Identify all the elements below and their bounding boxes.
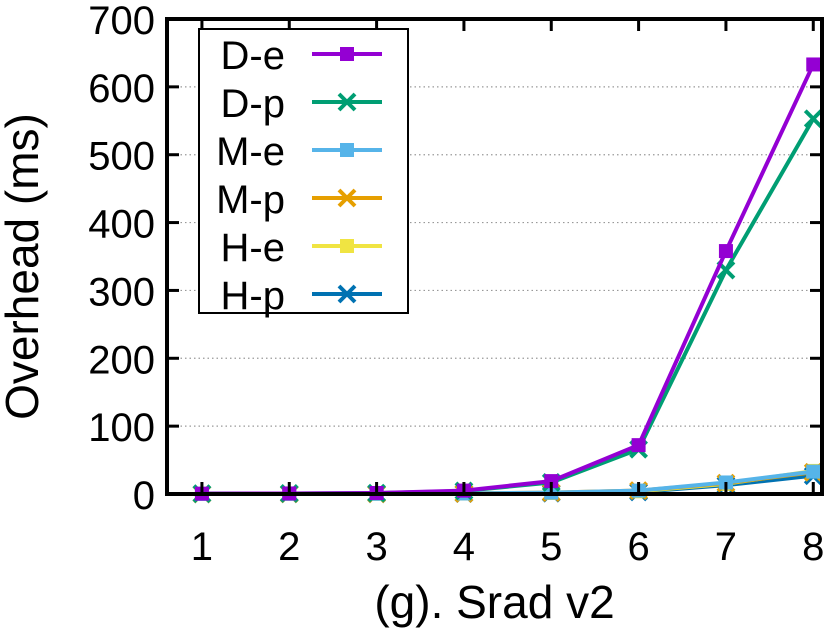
legend-swatch-marker bbox=[340, 143, 354, 157]
legend-item-m-e: M-e bbox=[216, 130, 382, 174]
x-tick-label: 1 bbox=[191, 525, 213, 569]
legend-item-h-p: H-p bbox=[221, 274, 382, 318]
x-tick-label: 6 bbox=[627, 525, 649, 569]
legend-item-d-e: D-e bbox=[221, 34, 382, 78]
legend-label: M-e bbox=[216, 130, 285, 174]
y-tick-label: 0 bbox=[133, 474, 155, 518]
x-axis-label: (g). Srad v2 bbox=[374, 576, 614, 628]
y-axis-label: Overhead (ms) bbox=[0, 113, 48, 420]
data-point bbox=[806, 57, 821, 72]
x-tick-label: 7 bbox=[715, 525, 737, 569]
legend-swatch-marker bbox=[337, 284, 357, 304]
plot-frame bbox=[165, 17, 824, 496]
legend-swatch-marker bbox=[340, 47, 354, 61]
legend-item-d-p: D-p bbox=[221, 82, 382, 126]
data-point bbox=[803, 109, 823, 129]
legend-label: H-p bbox=[221, 274, 285, 318]
x-tick-label: 3 bbox=[365, 525, 387, 569]
y-tick-label: 200 bbox=[88, 338, 155, 382]
legend-item-m-p: M-p bbox=[216, 178, 382, 222]
y-tick-label: 100 bbox=[88, 406, 155, 450]
axis-ticks: 0 100 200 300 400 500 600 700 1 2 3 4 5 6 7 8 bbox=[88, 0, 824, 569]
legend-swatch-marker bbox=[337, 92, 357, 112]
legend-label: H-e bbox=[221, 226, 285, 270]
legend-box bbox=[198, 28, 409, 314]
legend-label: D-e bbox=[221, 34, 285, 78]
legend-swatch-marker bbox=[337, 188, 357, 208]
y-tick-label: 500 bbox=[88, 135, 155, 179]
data-point bbox=[631, 438, 646, 453]
legend-item-h-e: H-e bbox=[221, 226, 382, 270]
x-tick-label: 8 bbox=[802, 525, 824, 569]
y-tick-label: 700 bbox=[88, 0, 155, 43]
x-tick-label: 2 bbox=[278, 525, 300, 569]
legend-label: M-p bbox=[216, 178, 285, 222]
y-tick-label: 400 bbox=[88, 203, 155, 247]
data-point bbox=[544, 474, 559, 489]
data-point bbox=[806, 464, 821, 479]
data-point bbox=[718, 244, 733, 259]
legend-label: D-p bbox=[221, 82, 285, 126]
y-tick-label: 600 bbox=[88, 67, 155, 111]
x-tick-label: 5 bbox=[540, 525, 562, 569]
legend-swatch-marker bbox=[340, 239, 354, 253]
x-tick-label: 4 bbox=[453, 525, 475, 569]
legend: D-eD-pM-eM-pH-eH-p bbox=[198, 28, 409, 318]
y-tick-label: 300 bbox=[88, 270, 155, 314]
